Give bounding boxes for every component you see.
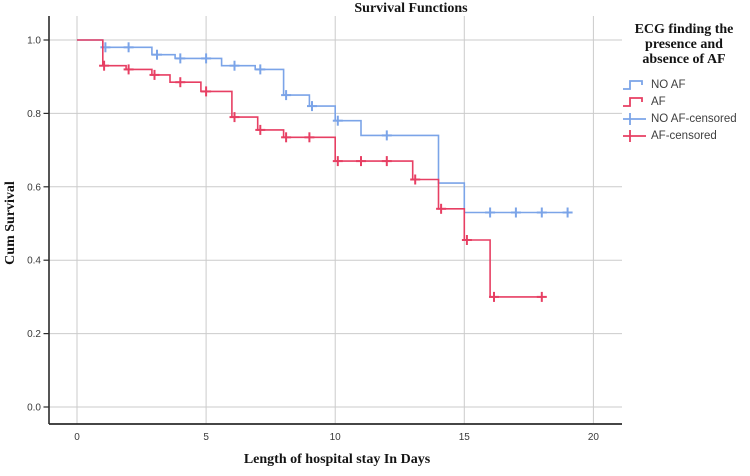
legend-entry-label: NO AF [651,78,686,91]
legend-entries: NO AF AF NO AF-censored AF-censored [618,76,750,144]
legend: ECG finding the presence and absence of … [618,22,750,144]
x-tick-label: 10 [330,432,342,443]
x-axis-title: Length of hospital stay In Days [243,452,431,467]
y-tick-label: 0.4 [27,256,41,267]
legend-entry: AF-censored [618,127,750,144]
legend-entry-label: AF [651,95,666,108]
x-tick-label: 5 [203,432,209,443]
y-tick-label: 0.2 [27,329,41,340]
km-step-line-icon [623,96,643,107]
series-path-af [77,39,542,298]
legend-entry: NO AF-censored [618,110,750,127]
legend-entry: AF [618,93,750,110]
km-step-line-icon [623,96,643,107]
y-tick-label: 0.8 [27,109,41,120]
legend-title-line: ECG finding the [634,22,734,37]
x-tick-label: 20 [588,432,600,443]
legend-entry: NO AF [618,76,750,93]
plus-marker-icon [623,112,646,125]
legend-title-line: presence and [645,37,723,52]
x-tick-label: 0 [74,432,80,443]
legend-entry-label: AF-censored [651,129,717,142]
chart-title: Survival Functions [354,1,468,16]
y-tick-label: 0.6 [27,182,41,193]
y-axis-title: Cum Survival [3,181,18,265]
y-tick-label: 1.0 [27,36,41,47]
x-tick-label: 15 [459,432,471,443]
legend-title-line: absence of AF [642,52,726,67]
legend-title: ECG finding the presence and absence of … [618,22,750,67]
legend-entry-label: NO AF-censored [651,112,737,125]
km-step-line-icon [623,79,643,90]
series-path-no-af [77,39,568,214]
km-step-line-icon [623,79,643,90]
y-tick-label: 0.0 [27,403,41,414]
plus-marker-icon [623,129,646,142]
